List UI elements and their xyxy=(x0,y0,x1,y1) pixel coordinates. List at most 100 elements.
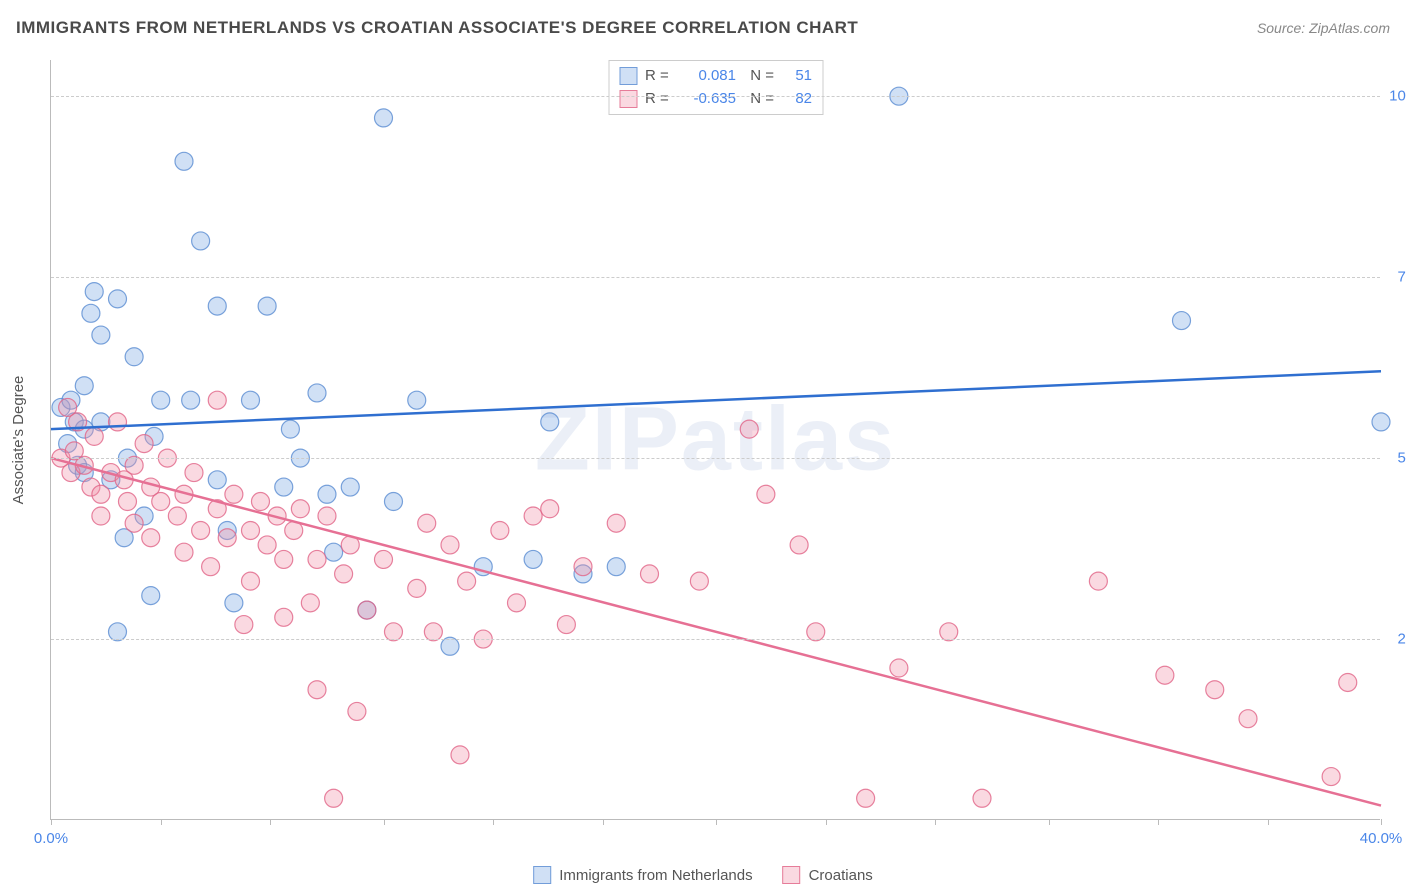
gridline xyxy=(51,96,1380,97)
scatter-point xyxy=(192,232,210,250)
scatter-point xyxy=(275,478,293,496)
x-tick xyxy=(716,819,717,825)
scatter-point xyxy=(790,536,808,554)
scatter-point xyxy=(225,485,243,503)
scatter-point xyxy=(168,507,186,525)
scatter-point xyxy=(258,297,276,315)
y-tick-label: 75.0% xyxy=(1385,269,1406,286)
scatter-point xyxy=(251,493,269,511)
legend-r-value: 0.081 xyxy=(681,65,736,88)
legend-swatch xyxy=(783,866,801,884)
scatter-point xyxy=(1089,572,1107,590)
scatter-point xyxy=(375,550,393,568)
x-tick-label: 40.0% xyxy=(1360,830,1403,847)
scatter-point xyxy=(607,514,625,532)
scatter-point xyxy=(135,435,153,453)
scatter-point xyxy=(175,543,193,561)
title-bar: IMMIGRANTS FROM NETHERLANDS VS CROATIAN … xyxy=(16,18,1390,38)
chart-title: IMMIGRANTS FROM NETHERLANDS VS CROATIAN … xyxy=(16,18,858,38)
x-tick xyxy=(1268,819,1269,825)
x-tick xyxy=(51,819,52,825)
scatter-point xyxy=(281,420,299,438)
x-tick xyxy=(161,819,162,825)
scatter-point xyxy=(208,391,226,409)
series-legend-label: Croatians xyxy=(809,867,873,884)
scatter-point xyxy=(291,500,309,518)
legend-r-label: R = xyxy=(645,88,673,111)
scatter-point xyxy=(451,746,469,764)
legend-n-label: N = xyxy=(744,65,774,88)
scatter-point xyxy=(275,608,293,626)
scatter-point xyxy=(508,594,526,612)
scatter-point xyxy=(318,485,336,503)
scatter-point xyxy=(242,521,260,539)
scatter-point xyxy=(740,420,758,438)
x-tick xyxy=(603,819,604,825)
scatter-point xyxy=(348,702,366,720)
scatter-point xyxy=(175,152,193,170)
scatter-point xyxy=(92,507,110,525)
x-tick xyxy=(935,819,936,825)
x-tick xyxy=(1381,819,1382,825)
scatter-point xyxy=(641,565,659,583)
x-tick xyxy=(826,819,827,825)
scatter-point xyxy=(973,789,991,807)
legend-n-label: N = xyxy=(744,88,774,111)
scatter-point xyxy=(574,558,592,576)
scatter-point xyxy=(408,391,426,409)
x-tick xyxy=(384,819,385,825)
scatter-point xyxy=(202,558,220,576)
scatter-point xyxy=(757,485,775,503)
gridline xyxy=(51,639,1380,640)
legend-row: R =0.081N =51 xyxy=(619,65,812,88)
scatter-point xyxy=(152,493,170,511)
scatter-point xyxy=(85,283,103,301)
scatter-point xyxy=(109,413,127,431)
legend-swatch xyxy=(619,90,637,108)
scatter-point xyxy=(857,789,875,807)
chart-svg xyxy=(51,60,1380,819)
y-tick-label: 100.0% xyxy=(1385,88,1406,105)
scatter-point xyxy=(275,550,293,568)
x-tick xyxy=(493,819,494,825)
scatter-point xyxy=(1206,681,1224,699)
x-tick xyxy=(1049,819,1050,825)
scatter-point xyxy=(358,601,376,619)
scatter-point xyxy=(92,326,110,344)
scatter-point xyxy=(85,427,103,445)
scatter-point xyxy=(335,565,353,583)
scatter-point xyxy=(308,681,326,699)
scatter-point xyxy=(491,521,509,539)
scatter-point xyxy=(690,572,708,590)
scatter-point xyxy=(75,377,93,395)
scatter-point xyxy=(1173,312,1191,330)
scatter-point xyxy=(182,391,200,409)
y-axis-label: Associate's Degree xyxy=(10,376,27,505)
scatter-point xyxy=(325,543,343,561)
scatter-point xyxy=(142,529,160,547)
scatter-point xyxy=(185,464,203,482)
scatter-point xyxy=(441,536,459,554)
scatter-point xyxy=(325,789,343,807)
scatter-point xyxy=(458,572,476,590)
scatter-point xyxy=(384,493,402,511)
legend-row: R = -0.635 N = 82 xyxy=(619,88,812,111)
scatter-point xyxy=(1339,673,1357,691)
scatter-point xyxy=(109,290,127,308)
gridline xyxy=(51,458,1380,459)
scatter-point xyxy=(1372,413,1390,431)
legend-r-value: -0.635 xyxy=(681,88,736,111)
y-tick-label: 50.0% xyxy=(1385,450,1406,467)
x-tick xyxy=(270,819,271,825)
legend-r-label: R = xyxy=(645,65,673,88)
legend-n-value: 82 xyxy=(782,88,812,111)
gridline xyxy=(51,277,1380,278)
scatter-point xyxy=(557,616,575,634)
x-tick xyxy=(1158,819,1159,825)
scatter-point xyxy=(541,500,559,518)
scatter-point xyxy=(318,507,336,525)
scatter-point xyxy=(92,485,110,503)
trend-line xyxy=(51,458,1381,805)
scatter-point xyxy=(258,536,276,554)
scatter-point xyxy=(301,594,319,612)
